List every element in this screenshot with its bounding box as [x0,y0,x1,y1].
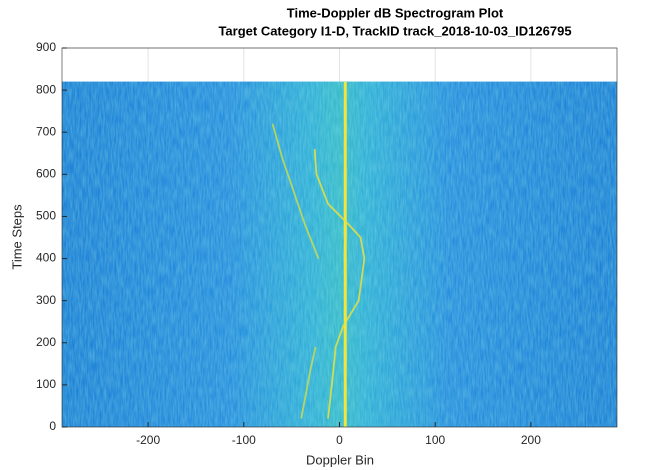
spectrogram-noise [62,81,617,427]
x-tick-label: 100 [425,433,445,447]
doppler-track [271,123,320,259]
doppler-track [313,148,366,419]
chart-title: Time-Doppler dB Spectrogram Plot [287,5,504,20]
y-tick-label: 200 [36,335,56,349]
y-tick-label: 300 [36,293,56,307]
y-tick-label: 900 [36,40,56,54]
y-tick-label: 600 [36,167,56,181]
y-tick-label: 800 [36,82,56,96]
x-axis-label: Doppler Bin [306,452,374,467]
y-tick-label: 400 [36,251,56,265]
y-tick-label: 700 [36,124,56,138]
y-axis-label: Time Steps [9,204,24,270]
x-tick-label: 200 [521,433,541,447]
y-tick-label: 100 [36,377,56,391]
chart-subtitle: Target Category I1-D, TrackID track_2018… [218,23,571,38]
x-tick-label: -200 [136,433,160,447]
x-tick-label: -100 [232,433,256,447]
x-tick-label: 0 [336,433,343,447]
y-tick-label: 500 [36,209,56,223]
doppler-track [300,346,317,419]
y-tick-label: 0 [49,419,56,433]
